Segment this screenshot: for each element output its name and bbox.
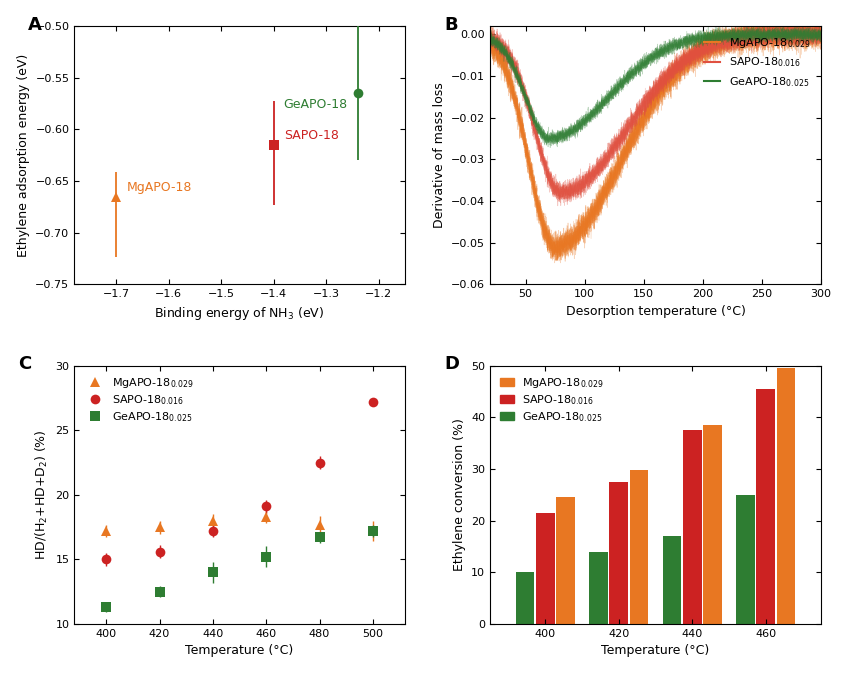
Legend: MgAPO-18$_{0.029}$, SAPO-18$_{0.016}$, GeAPO-18$_{0.025}$: MgAPO-18$_{0.029}$, SAPO-18$_{0.016}$, G… — [80, 371, 198, 429]
Text: MgAPO-18: MgAPO-18 — [126, 181, 192, 194]
Text: B: B — [444, 16, 458, 34]
Bar — [589, 551, 608, 624]
Bar — [663, 536, 681, 624]
Bar — [516, 572, 534, 624]
Text: SAPO-18: SAPO-18 — [284, 129, 339, 142]
Legend: MgAPO-18$_{0.029}$, SAPO-18$_{0.016}$, GeAPO-18$_{0.025}$: MgAPO-18$_{0.029}$, SAPO-18$_{0.016}$, G… — [496, 371, 608, 429]
Y-axis label: Ethylene conversion (%): Ethylene conversion (%) — [453, 419, 466, 572]
Bar — [630, 470, 648, 624]
Bar — [736, 495, 755, 624]
Text: A: A — [28, 16, 42, 34]
Text: C: C — [18, 355, 31, 373]
Text: D: D — [444, 355, 459, 373]
X-axis label: Binding energy of NH$_3$ (eV): Binding energy of NH$_3$ (eV) — [154, 305, 325, 321]
X-axis label: Desorption temperature (°C): Desorption temperature (°C) — [566, 305, 745, 317]
X-axis label: Temperature (°C): Temperature (°C) — [601, 644, 710, 657]
Bar — [777, 369, 795, 624]
Bar — [556, 497, 575, 624]
Legend: MgAPO-18$_{0.029}$, SAPO-18$_{0.016}$, GeAPO-18$_{0.025}$: MgAPO-18$_{0.029}$, SAPO-18$_{0.016}$, G… — [700, 32, 815, 93]
Y-axis label: HD/(H$_2$+HD+D$_2$) (%): HD/(H$_2$+HD+D$_2$) (%) — [34, 429, 50, 560]
X-axis label: Temperature (°C): Temperature (°C) — [186, 644, 293, 657]
Bar — [610, 482, 628, 624]
Bar — [536, 513, 555, 624]
Bar — [703, 425, 722, 624]
Bar — [683, 430, 701, 624]
Y-axis label: Derivative of mass loss: Derivative of mass loss — [432, 82, 446, 228]
Text: GeAPO-18: GeAPO-18 — [283, 98, 347, 111]
Y-axis label: Ethylene adsorption energy (eV): Ethylene adsorption energy (eV) — [17, 53, 30, 257]
Bar — [756, 389, 775, 624]
